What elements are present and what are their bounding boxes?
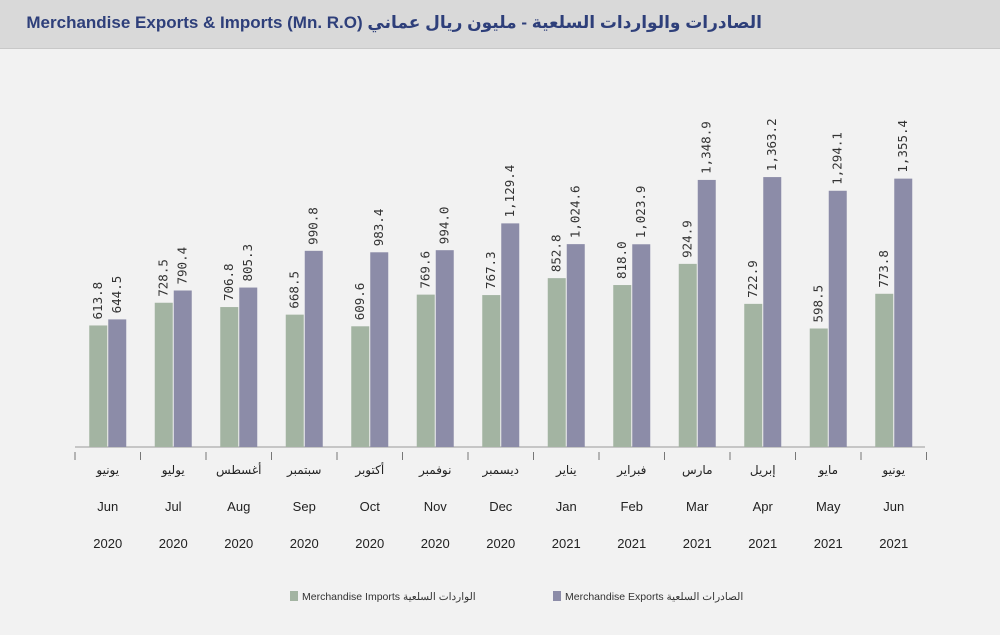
chart-title: Merchandise Exports & Imports (Mn. R.O) … xyxy=(26,13,762,32)
x-label-month: Jun xyxy=(97,499,118,514)
bar-exports xyxy=(697,179,716,448)
value-label-imports: 598.5 xyxy=(811,285,826,323)
x-label-month: Apr xyxy=(753,499,774,514)
bar-exports xyxy=(566,244,585,447)
value-label-exports: 1,355.4 xyxy=(895,120,910,173)
x-label-arabic: نوفمبر xyxy=(418,463,451,478)
x-label-month: Oct xyxy=(360,499,381,514)
value-label-imports: 769.6 xyxy=(418,251,433,289)
x-label-arabic: يوليو xyxy=(161,463,185,478)
value-label-exports: 1,294.1 xyxy=(830,132,845,185)
value-label-exports: 1,129.4 xyxy=(502,165,517,218)
value-label-exports: 1,363.2 xyxy=(764,118,779,171)
x-label-month: Jun xyxy=(883,499,904,514)
value-label-exports: 994.0 xyxy=(437,207,452,245)
bar-exports xyxy=(894,178,913,447)
x-label-year: 2020 xyxy=(421,536,450,551)
x-label-arabic: أكتوبر xyxy=(354,462,384,478)
bar-exports xyxy=(304,250,323,447)
x-label-arabic: مايو xyxy=(817,463,838,478)
value-label-imports: 767.3 xyxy=(483,251,498,289)
x-label-arabic: ديسمبر xyxy=(481,463,519,478)
value-label-imports: 924.9 xyxy=(680,220,695,258)
x-label-year: 2020 xyxy=(355,536,384,551)
x-label-arabic: يونيو xyxy=(95,463,119,478)
value-label-imports: 722.9 xyxy=(745,260,760,298)
bar-imports xyxy=(613,285,632,447)
value-label-exports: 1,024.6 xyxy=(568,185,583,238)
x-label-month: Aug xyxy=(227,499,250,514)
value-label-imports: 818.0 xyxy=(614,241,629,279)
title-bar: Merchandise Exports & Imports (Mn. R.O) … xyxy=(0,0,1000,49)
bar-exports xyxy=(173,290,192,447)
value-label-exports: 644.5 xyxy=(109,276,124,314)
x-label-month: Dec xyxy=(489,499,513,514)
legend-swatch-exports xyxy=(553,591,561,601)
legend-label-exports: Merchandise Exports الصادرات السلعية xyxy=(565,591,743,603)
x-label-year: 2020 xyxy=(224,536,253,551)
x-label-year: 2021 xyxy=(879,536,908,551)
x-label-month: Feb xyxy=(621,499,643,514)
value-label-exports: 805.3 xyxy=(240,244,255,282)
value-label-imports: 609.6 xyxy=(352,283,367,321)
x-label-arabic: مارس xyxy=(682,463,713,478)
value-label-imports: 668.5 xyxy=(287,271,302,309)
x-label-year: 2021 xyxy=(814,536,843,551)
bar-imports xyxy=(809,328,828,447)
x-label-month: May xyxy=(816,499,841,514)
x-label-arabic: فبراير xyxy=(616,463,646,478)
legend-swatch-imports xyxy=(290,591,298,601)
bar-exports xyxy=(108,319,127,447)
value-label-exports: 983.4 xyxy=(371,209,386,247)
x-label-year: 2020 xyxy=(486,536,515,551)
bar-imports xyxy=(482,295,501,447)
bar-imports xyxy=(547,278,566,447)
value-label-imports: 773.8 xyxy=(876,250,891,288)
bar-exports xyxy=(632,244,651,447)
x-label-month: Mar xyxy=(686,499,709,514)
value-label-exports: 1,023.9 xyxy=(633,186,648,239)
x-label-year: 2020 xyxy=(93,536,122,551)
bar-imports xyxy=(285,314,304,447)
bar-exports xyxy=(435,250,454,447)
x-label-year: 2020 xyxy=(159,536,188,551)
bar-imports xyxy=(89,325,108,447)
bar-imports xyxy=(416,294,435,447)
x-label-arabic: أغسطس xyxy=(216,462,261,478)
bar-imports xyxy=(875,293,894,447)
value-label-exports: 990.8 xyxy=(306,207,321,245)
bar-exports xyxy=(501,223,520,447)
bar-exports xyxy=(828,190,847,448)
x-label-arabic: سبتمبر xyxy=(286,463,321,478)
value-label-exports: 790.4 xyxy=(175,247,190,285)
value-label-imports: 852.8 xyxy=(549,235,564,273)
x-label-arabic: يناير xyxy=(555,463,577,478)
value-label-imports: 728.5 xyxy=(156,259,171,297)
x-label-year: 2020 xyxy=(290,536,319,551)
x-label-month: Jul xyxy=(165,499,182,514)
x-label-month: Jan xyxy=(556,499,577,514)
x-label-arabic: يونيو xyxy=(881,463,905,478)
bar-imports xyxy=(220,307,239,447)
bar-imports xyxy=(351,326,370,447)
value-label-imports: 613.8 xyxy=(90,282,105,320)
x-label-year: 2021 xyxy=(552,536,581,551)
bar-exports xyxy=(763,177,782,447)
bar-imports xyxy=(154,302,173,447)
bar-exports xyxy=(239,287,258,447)
x-label-year: 2021 xyxy=(748,536,777,551)
value-label-imports: 706.8 xyxy=(221,263,236,301)
x-label-year: 2021 xyxy=(683,536,712,551)
x-label-month: Nov xyxy=(424,499,448,514)
legend-label-imports: Merchandise Imports الواردات السلعية xyxy=(302,591,476,603)
x-label-arabic: إبريل xyxy=(750,463,776,478)
bar-exports xyxy=(370,252,389,447)
x-label-year: 2021 xyxy=(617,536,646,551)
value-label-exports: 1,348.9 xyxy=(699,121,714,174)
bar-imports xyxy=(744,303,763,447)
bar-imports xyxy=(678,263,697,447)
x-label-month: Sep xyxy=(293,499,316,514)
